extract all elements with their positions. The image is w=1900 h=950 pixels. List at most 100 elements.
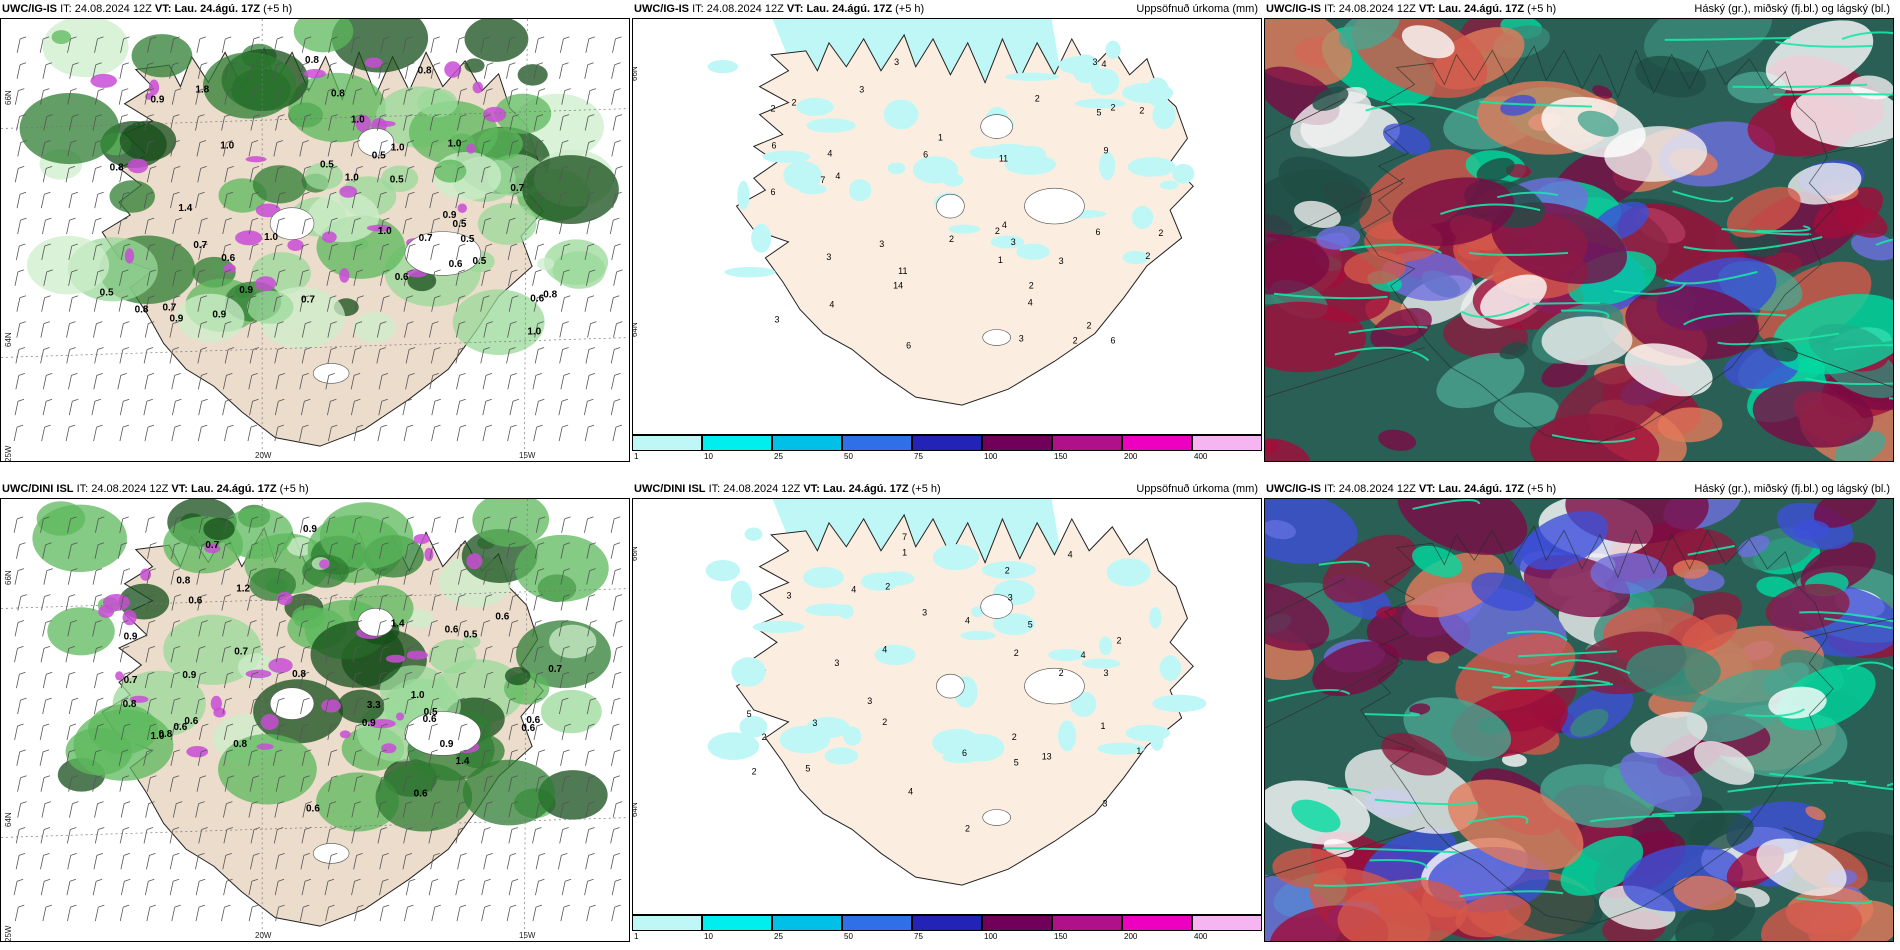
precip-area <box>806 716 850 739</box>
wind-barb-flag <box>174 295 181 299</box>
wind-barb <box>561 881 566 896</box>
wind-barb <box>144 323 149 338</box>
wind-map[interactable]: 0.6 0.8 0.6 0.7 0.9 0.8 0.6 0.9 0.5 1.0 0.6 0.8 0.9 0… <box>0 498 630 942</box>
wind-barb <box>224 90 229 105</box>
wind-barb <box>250 829 255 844</box>
wind-value: 0.6 <box>449 259 463 270</box>
wind-barb-flag <box>95 62 102 66</box>
wind-barb-flag <box>69 749 76 753</box>
cloud-blob <box>1787 162 1862 205</box>
wind-barb-flag <box>330 140 338 143</box>
colorbar-swatch <box>772 915 842 931</box>
wind-barb <box>14 168 19 183</box>
wind-barb <box>587 622 592 637</box>
wind-barb-flag <box>512 398 520 402</box>
wind-barb-flag <box>72 398 79 402</box>
precip-value: 4 <box>1081 650 1086 660</box>
wind-barb <box>558 427 563 442</box>
colorbar-swatch <box>842 915 912 931</box>
convective-blob <box>319 559 330 569</box>
lon-label-20w: 20W <box>255 451 272 460</box>
wind-barb <box>561 725 566 740</box>
wind-barb-flag <box>380 424 387 428</box>
wind-barb <box>428 622 433 637</box>
wind-barb <box>559 220 563 235</box>
wind-barb <box>196 570 201 585</box>
precip-blob <box>42 19 129 78</box>
precip-area <box>1131 206 1154 230</box>
cloud-contour <box>1518 650 1617 658</box>
wind-barb <box>327 142 332 157</box>
precip-colorbar: 1 10 25 50 75 100 150 200 400 <box>632 915 1262 942</box>
wind-barb <box>170 674 175 689</box>
wind-barb <box>376 116 381 131</box>
wind-barb-flag <box>173 878 180 882</box>
wind-barb-flag <box>509 62 516 66</box>
wind-barb-flag <box>276 295 283 299</box>
wind-barb-flag <box>380 827 388 830</box>
convective-blob <box>444 61 462 78</box>
wind-barb-flag <box>407 697 415 701</box>
precip-value: 2 <box>995 226 1000 236</box>
wind-value: 0.5 <box>390 174 404 185</box>
wind-barb-flag <box>381 373 389 376</box>
colorbar-swatch <box>1192 435 1262 451</box>
wind-barb <box>352 245 357 260</box>
wind-barb <box>508 90 513 105</box>
convective-blob <box>255 276 277 292</box>
cloud-map[interactable] <box>1264 18 1894 462</box>
wind-value: 0.9 <box>151 95 165 106</box>
wind-map[interactable]: 0.5 0.5 0.6 1.0 0.9 0.7 0.8 1.0 0.6 0.8 0.7 1.0 0.5 0… <box>0 18 630 462</box>
wind-barb <box>147 38 151 53</box>
wind-barb <box>247 323 252 338</box>
wind-barb-flag <box>253 697 260 701</box>
valid-time: Lau. 24.ágú. 17Z <box>822 483 909 495</box>
panel-header: UWC/IG-IS IT: 24.08.2024 12Z VT: Lau. 24… <box>632 0 1262 18</box>
wind-barb <box>351 544 356 559</box>
wind-barb <box>196 38 201 53</box>
precip-map[interactable]: 2 3 4 2 4 3 2 2 2 4 3 2 2 1 2 5 3 6 13 5 7 4 5 4 3 3 5 1 3 3 2 4 2 1 66N … <box>632 498 1262 915</box>
wind-barb-flag <box>486 853 493 856</box>
wind-barb <box>456 803 460 818</box>
cloud-blob <box>1265 499 1358 564</box>
wind-barb-flag <box>380 671 387 675</box>
wind-barb-flag <box>123 827 130 830</box>
wind-barb <box>302 570 307 585</box>
cloud-blob <box>1790 85 1893 148</box>
precip-value: 4 <box>829 300 834 310</box>
wind-barb-flag <box>227 88 234 92</box>
wind-barb <box>223 725 228 740</box>
convective-blob <box>256 743 274 750</box>
wind-barb-flag <box>174 542 181 546</box>
wind-barb <box>560 570 565 585</box>
wind-barb-flag <box>538 878 545 882</box>
wind-barb-flag <box>431 749 438 753</box>
precip-value: 6 <box>923 149 928 159</box>
convective-blob <box>364 57 383 68</box>
wind-barb-flag <box>174 594 182 597</box>
wind-barb-flag <box>512 295 519 299</box>
precip-value: 6 <box>772 140 777 150</box>
cloud-blob <box>1682 614 1738 654</box>
wind-barb-flag <box>613 723 620 727</box>
precip-map[interactable]: 2 6 6 4 11 6 4 4 5 3 3 3 3 2 3 1 11 6 2 4 14 2 6 3 4 2 3 2 2 2 1 3 2 2 7 6 9… <box>632 18 1262 435</box>
wind-barb-flag <box>433 568 440 572</box>
wind-barb <box>534 323 539 338</box>
wind-barb <box>275 777 280 792</box>
wind-barb <box>533 725 538 740</box>
model-name: UWC/IG-IS <box>2 3 57 15</box>
wind-barb <box>249 725 254 740</box>
wind-barb-flag <box>432 645 439 649</box>
convective-blob <box>90 73 117 88</box>
cloud-blob <box>1337 879 1468 941</box>
wind-barb <box>612 38 616 53</box>
wind-barb <box>68 700 73 715</box>
cloud-map[interactable] <box>1264 498 1894 942</box>
wind-barb <box>94 90 99 105</box>
precip-value: 2 <box>1014 648 1019 658</box>
wind-barb <box>42 168 47 183</box>
wind-barb <box>68 245 73 260</box>
precip-area <box>1145 77 1170 107</box>
wind-barb <box>483 777 488 792</box>
wind-barb <box>559 323 564 338</box>
